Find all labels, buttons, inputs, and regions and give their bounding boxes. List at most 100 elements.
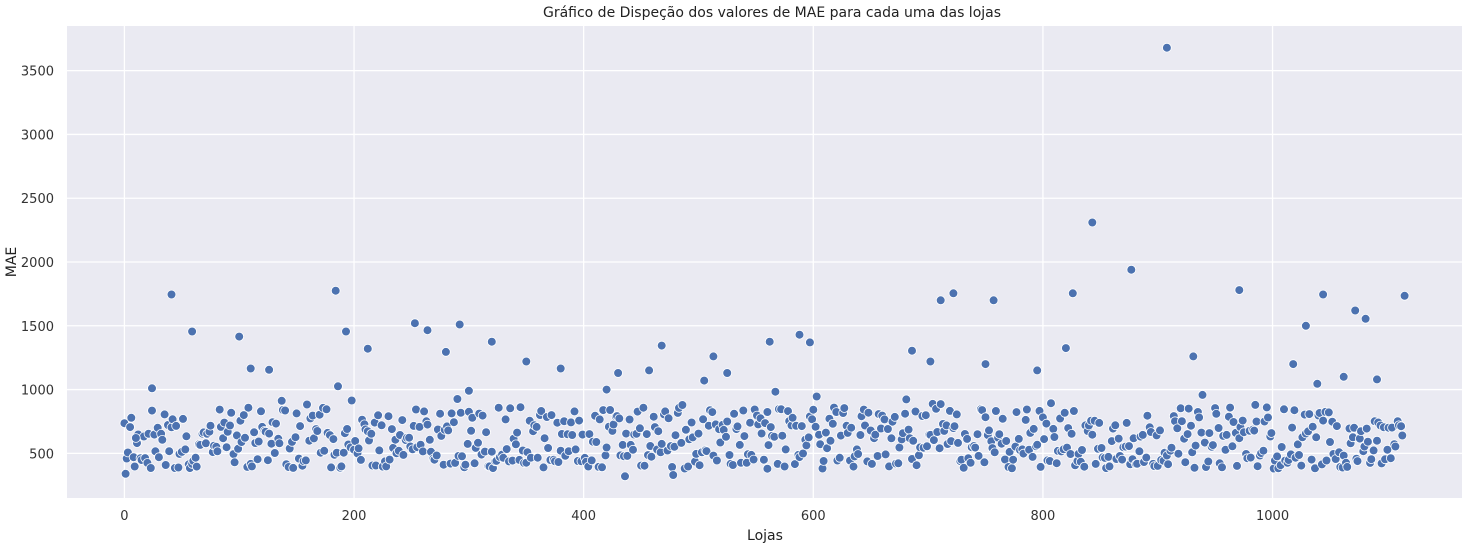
data-point [276,395,287,406]
gridlines [67,26,1462,498]
data-point [131,433,141,443]
data-point [1306,454,1317,465]
data-point [330,285,341,296]
data-point [263,455,273,466]
data-point [1245,452,1256,463]
data-point [638,402,649,413]
data-point [597,462,607,473]
data-point [1066,428,1077,439]
data-point [1013,434,1024,444]
data-point [295,421,305,431]
data-point [555,363,566,374]
data-point [1087,429,1098,440]
y-tick-label: 1000 [21,384,54,399]
data-point [1124,441,1134,451]
data-point [1096,443,1107,453]
data-point [1162,42,1172,53]
data-point [1288,359,1298,369]
data-point [404,432,414,443]
data-point [1325,437,1335,447]
data-point [418,446,428,457]
data-point [1304,409,1315,419]
data-point [274,438,285,449]
data-point [1155,425,1165,436]
data-point [1232,461,1242,471]
data-point [929,435,939,445]
x-tick-label: 800 [1031,509,1056,524]
data-point [1352,456,1363,466]
data-point [154,452,164,463]
data-point [1188,351,1199,362]
data-point [855,430,866,440]
data-point [628,444,638,455]
data-point [1048,424,1059,434]
data-point [811,391,822,402]
data-point [269,448,280,458]
data-point [256,406,266,417]
data-point [455,407,466,418]
data-point [656,439,667,449]
data-point [1177,416,1187,427]
data-point [201,438,211,449]
data-point [249,427,259,438]
data-point [1249,425,1259,436]
data-point [431,450,442,461]
data-point [1022,404,1032,415]
data-point [613,368,623,378]
data-point [756,428,767,439]
data-point [796,421,807,431]
data-point [1311,432,1321,443]
data-point [922,441,932,452]
data-point [818,456,829,466]
data-point [925,356,936,367]
data-point [501,444,512,454]
data-point [794,329,805,340]
data-point [1001,436,1011,446]
data-point [715,437,726,448]
data-point [1041,418,1052,429]
data-point [1228,417,1239,427]
data-point [644,365,654,376]
data-point [653,426,664,437]
data-point [328,434,339,444]
data-point [1266,428,1277,438]
data-point [734,440,745,450]
data-point [1121,418,1132,428]
data-point [1051,458,1062,469]
data-point [574,415,584,426]
data-point [601,384,612,395]
data-point [477,410,488,421]
data-point [707,407,718,417]
data-point [1363,436,1373,447]
data-point [980,412,991,423]
data-point [1196,427,1207,438]
data-point [867,459,877,469]
data-point [668,470,678,480]
data-point [1138,430,1148,440]
data-point [218,433,228,444]
data-point [641,429,652,439]
data-point [724,450,735,460]
data-point [979,457,990,468]
data-point [1183,403,1194,414]
data-point [1032,365,1042,376]
data-point [1318,415,1328,426]
y-tick-label: 3000 [21,128,54,143]
data-point [591,437,602,447]
data-point [181,431,192,442]
data-point [622,451,633,461]
data-point [321,404,332,415]
data-point [341,326,351,337]
data-point [911,460,922,471]
data-point [712,455,722,466]
data-point [821,427,831,438]
data-point [1166,442,1177,453]
data-point [763,440,774,450]
data-point [965,457,976,468]
data-point [521,356,532,367]
data-point [411,404,421,415]
data-point [894,442,905,453]
data-point [481,427,491,438]
data-point [1227,441,1238,452]
